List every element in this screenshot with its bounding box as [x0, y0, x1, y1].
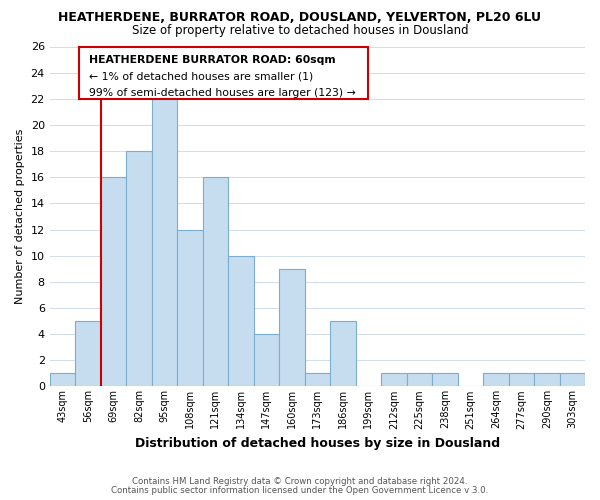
Bar [381, 374, 407, 386]
X-axis label: Distribution of detached houses by size in Dousland: Distribution of detached houses by size … [135, 437, 500, 450]
Bar [509, 374, 534, 386]
Bar [254, 334, 279, 386]
Bar [126, 151, 152, 386]
Bar [560, 374, 585, 386]
Text: Contains HM Land Registry data © Crown copyright and database right 2024.: Contains HM Land Registry data © Crown c… [132, 477, 468, 486]
Text: HEATHERDENE BURRATOR ROAD: 60sqm: HEATHERDENE BURRATOR ROAD: 60sqm [89, 55, 335, 65]
FancyBboxPatch shape [79, 46, 368, 99]
Text: HEATHERDENE, BURRATOR ROAD, DOUSLAND, YELVERTON, PL20 6LU: HEATHERDENE, BURRATOR ROAD, DOUSLAND, YE… [59, 11, 542, 24]
Bar [483, 374, 509, 386]
Text: Size of property relative to detached houses in Dousland: Size of property relative to detached ho… [131, 24, 469, 37]
Bar [152, 99, 177, 386]
Bar [203, 177, 228, 386]
Bar [228, 256, 254, 386]
Bar [432, 374, 458, 386]
Bar [101, 177, 126, 386]
Text: 99% of semi-detached houses are larger (123) →: 99% of semi-detached houses are larger (… [89, 88, 355, 98]
Bar [279, 268, 305, 386]
Bar [407, 374, 432, 386]
Bar [177, 230, 203, 386]
Y-axis label: Number of detached properties: Number of detached properties [15, 129, 25, 304]
Bar [330, 321, 356, 386]
Bar [75, 321, 101, 386]
Bar [50, 374, 75, 386]
Text: Contains public sector information licensed under the Open Government Licence v : Contains public sector information licen… [112, 486, 488, 495]
Bar [534, 374, 560, 386]
Bar [305, 374, 330, 386]
Text: ← 1% of detached houses are smaller (1): ← 1% of detached houses are smaller (1) [89, 72, 313, 82]
